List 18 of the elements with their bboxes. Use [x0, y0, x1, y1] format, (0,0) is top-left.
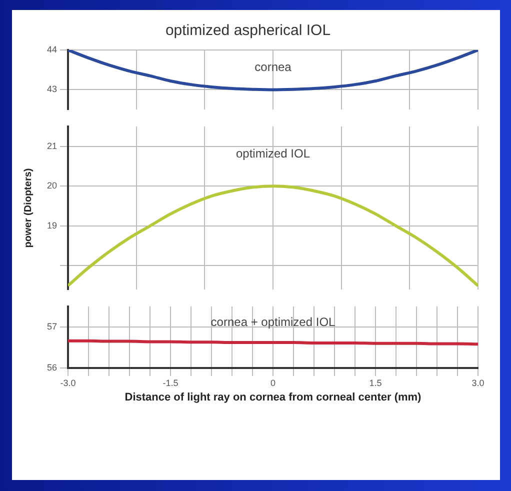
x-tick-label: 3.0	[472, 378, 484, 388]
y-tick-label: 56	[46, 362, 57, 372]
y-tick-label: 21	[46, 140, 57, 151]
text: optimized IOL	[236, 146, 310, 161]
y-tick-label: 44	[46, 44, 57, 54]
y-tick-label: 20	[46, 180, 57, 191]
x-tick-label: 1.5	[369, 378, 382, 388]
x-tick-label: -1.5	[162, 378, 178, 388]
y-tick-label: 19	[46, 220, 57, 230]
x-tick-label: 0	[270, 378, 276, 388]
x-axis-title: Distance of light ray on cornea from corneal center (mm)	[124, 391, 422, 404]
series-label: cornea	[254, 60, 292, 74]
x-tick-label: -3.0	[60, 378, 76, 388]
chart-title: optimized aspherical IOL	[165, 22, 331, 40]
y-tick-label: 57	[46, 321, 57, 332]
y-axis-title: power (Diopters)	[22, 168, 34, 248]
series-label: cornea + optimized IOL	[210, 314, 336, 329]
y-tick-label: 43	[46, 84, 57, 94]
